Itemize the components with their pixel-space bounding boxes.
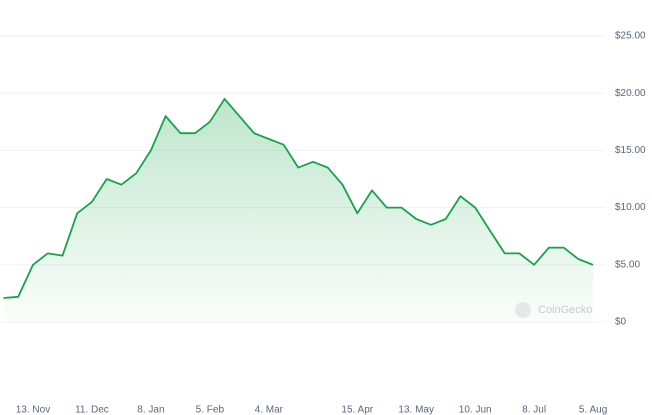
watermark-logo [515,302,531,318]
y-tick-label: $15.00 [615,145,646,156]
x-tick-label: 10. Jun [459,405,492,415]
y-tick-label: $5.00 [615,259,640,270]
price-line [3,98,594,299]
x-tick-label: 5. Aug [579,405,607,415]
x-tick-label: 13. May [398,405,434,415]
y-tick-label: $20.00 [615,88,646,99]
x-tick-label: 4. Mar [255,405,284,415]
x-tick-label: 5. Feb [196,405,225,415]
x-tick-label: 13. Nov [16,405,50,415]
y-tick-label: $0 [615,317,627,328]
x-tick-label: 8. Jan [137,405,164,415]
watermark: CoinGecko [538,304,592,316]
y-tick-label: $25.00 [615,31,646,42]
y-tick-label: $10.00 [615,202,646,213]
x-tick-label: 8. Jul [522,405,546,415]
x-tick-label: 15. Apr [341,405,373,415]
plot [3,98,594,323]
x-tick-label: 11. Dec [75,405,109,415]
area [3,98,594,323]
